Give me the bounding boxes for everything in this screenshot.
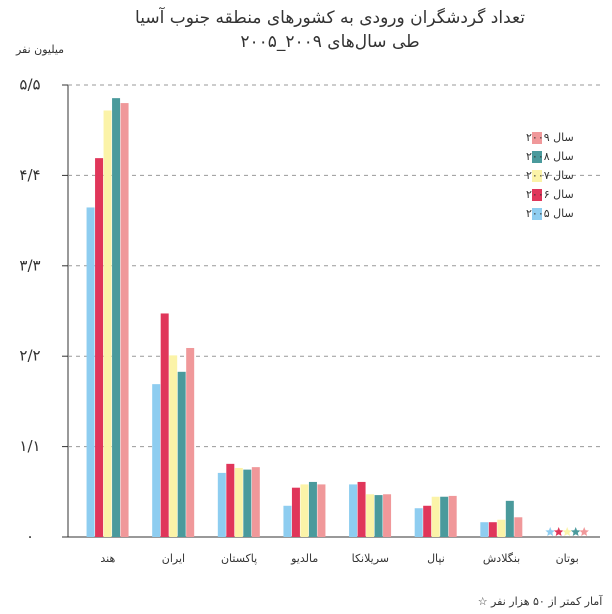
y-tick-label: ۵/۵ — [19, 76, 40, 94]
bar — [169, 355, 178, 537]
bar — [440, 496, 449, 537]
bar — [283, 505, 292, 537]
bar — [177, 371, 186, 537]
bar — [480, 522, 489, 537]
bar — [251, 467, 260, 537]
x-tick-label: ایران — [162, 552, 185, 565]
star-marker — [545, 527, 555, 536]
legend-label: سال ۲۰۰۷ — [526, 169, 574, 182]
x-tick-label: نپال — [427, 552, 445, 565]
bar — [349, 484, 358, 537]
legend-swatch — [532, 151, 542, 163]
y-tick-label: ۳/۳ — [19, 256, 40, 274]
bar — [152, 384, 161, 537]
x-tick-label: مالدیو — [290, 552, 318, 565]
bar — [300, 484, 309, 537]
legend-swatch — [532, 132, 542, 144]
bar — [103, 110, 112, 537]
bar — [243, 469, 252, 537]
star-marker — [579, 527, 589, 536]
x-tick-label: هند — [100, 552, 115, 565]
bar — [160, 313, 169, 537]
legend-label: سال ۲۰۰۸ — [526, 150, 574, 163]
bar — [374, 495, 383, 537]
bar — [95, 158, 104, 537]
bar — [366, 494, 375, 537]
bar — [291, 487, 300, 537]
x-tick-label: بوتان — [556, 552, 579, 565]
y-axis-label: میلیون نفر — [15, 43, 64, 56]
legend-swatch — [532, 208, 542, 220]
footnote: آمار کمتر از ۵۰ هزار نفر ☆ — [478, 594, 604, 608]
y-tick-label: ۴/۴ — [19, 166, 40, 184]
chart-title: تعداد گردشگران ورودی به کشورهای منطقه جن… — [135, 6, 525, 28]
bar — [217, 472, 226, 537]
bar — [112, 98, 121, 537]
bar — [431, 496, 440, 537]
bar — [308, 481, 317, 537]
bar — [86, 207, 95, 537]
bar — [226, 463, 235, 537]
bar — [186, 347, 195, 537]
x-tick-label: پاکستان — [221, 552, 257, 565]
bar — [514, 517, 523, 537]
legend-swatch — [532, 170, 542, 182]
x-tick-label: بنگلادش — [483, 552, 520, 565]
y-tick-label: ۰ — [26, 528, 34, 546]
legend-label: سال ۲۰۰۵ — [526, 207, 574, 220]
y-tick-label: ۱/۱ — [19, 437, 40, 455]
legend-label: سال ۲۰۰۹ — [526, 131, 574, 144]
bar — [414, 508, 423, 537]
bar — [357, 481, 366, 537]
chart-subtitle: طی سال‌های ۲۰۰۹_۲۰۰۵ — [240, 32, 419, 52]
legend-swatch — [532, 189, 542, 201]
bar — [448, 495, 457, 537]
y-tick-label: ۲/۲ — [19, 347, 40, 365]
bar — [505, 500, 514, 537]
star-marker — [570, 527, 581, 536]
bar — [423, 505, 432, 537]
bar — [383, 494, 392, 537]
x-tick-label: سریلانکا — [352, 552, 389, 565]
bar — [234, 467, 243, 537]
star-marker — [553, 527, 564, 536]
legend-label: سال ۲۰۰۶ — [526, 188, 574, 201]
bar — [120, 103, 129, 537]
star-marker — [562, 527, 572, 536]
bar — [317, 484, 326, 537]
bar — [488, 522, 497, 537]
bar — [497, 519, 506, 537]
